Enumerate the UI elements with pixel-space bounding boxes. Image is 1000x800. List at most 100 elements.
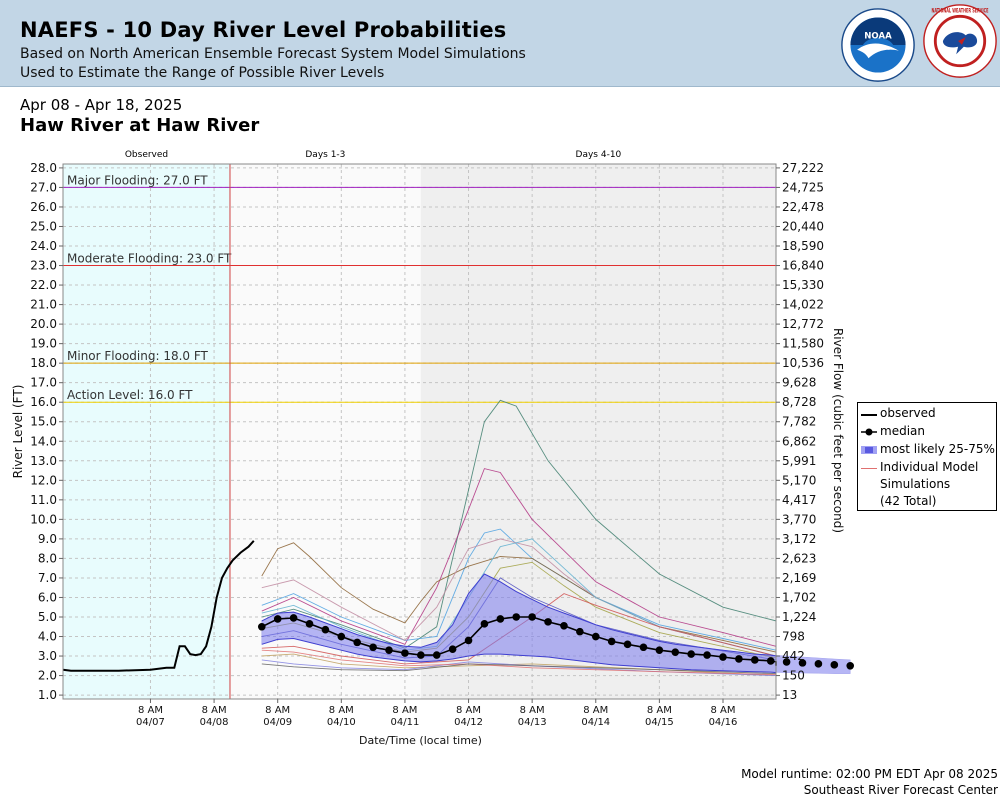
flow-tick-label: 8,728 bbox=[782, 395, 816, 409]
forecast-center: Southeast River Forecast Center bbox=[803, 783, 998, 797]
date-range: Apr 08 - Apr 18, 2025 bbox=[20, 96, 183, 114]
median-point bbox=[687, 650, 695, 658]
legend-sim-label-2: Simulations bbox=[880, 477, 951, 491]
median-point bbox=[305, 620, 314, 628]
median-point bbox=[401, 649, 409, 657]
flow-tick-label: 16,840 bbox=[782, 259, 824, 273]
median-point bbox=[607, 637, 616, 646]
y-tick-label: 14.0 bbox=[30, 434, 57, 448]
median-point bbox=[273, 615, 282, 623]
y-tick-label: 11.0 bbox=[30, 493, 57, 507]
y-axis-title-left: River Level (FT) bbox=[11, 385, 25, 479]
y-tick-label: 17.0 bbox=[30, 376, 57, 390]
y-tick-label: 12.0 bbox=[30, 473, 57, 487]
header-banner: NAEFS - 10 Day River Level Probabilities… bbox=[0, 0, 1000, 87]
x-tick-time-label: 8 AM bbox=[520, 705, 545, 716]
noaa-logo-icon: NOAA bbox=[841, 8, 915, 82]
flow-tick-label: 5,170 bbox=[782, 473, 816, 487]
page-title: NAEFS - 10 Day River Level Probabilities bbox=[20, 18, 507, 42]
x-tick-time-label: 8 AM bbox=[138, 705, 163, 716]
median-point bbox=[766, 657, 775, 665]
x-tick-time-label: 8 AM bbox=[329, 705, 354, 716]
y-tick-label: 18.0 bbox=[30, 356, 57, 370]
region-observed bbox=[63, 164, 230, 699]
median-point bbox=[385, 646, 393, 654]
median-point bbox=[814, 660, 823, 668]
y-tick-label: 24.0 bbox=[30, 239, 57, 253]
flow-tick-label: 4,417 bbox=[782, 493, 816, 507]
threshold-label: Moderate Flooding: 23.0 FT bbox=[67, 252, 232, 266]
legend-sim-label-3: (42 Total) bbox=[880, 494, 937, 508]
simulation-line bbox=[261, 468, 777, 647]
plot-frame bbox=[62, 163, 777, 700]
flood-thresholds: Major Flooding: 27.0 FT Moderate Flooding… bbox=[63, 164, 776, 699]
y-tick-label: 6.0 bbox=[38, 590, 57, 604]
median-point bbox=[735, 655, 743, 663]
x-tick-time-label: 8 AM bbox=[265, 705, 290, 716]
flow-tick-label: 14,022 bbox=[782, 298, 824, 312]
median-point bbox=[719, 653, 727, 661]
flow-tick-label: 1,224 bbox=[782, 610, 816, 624]
flow-tick-label: 2,623 bbox=[782, 551, 816, 565]
median-point bbox=[337, 632, 346, 641]
x-tick-date-label: 04/10 bbox=[327, 717, 356, 728]
x-tick-date-label: 04/11 bbox=[391, 717, 420, 728]
legend-likely-swatch bbox=[861, 446, 877, 454]
x-tick-date-label: 04/13 bbox=[518, 717, 547, 728]
region-days-1-3 bbox=[229, 164, 421, 699]
x-tick-date-label: 04/09 bbox=[263, 717, 292, 728]
x-axis-title: Date/Time (local time) bbox=[359, 734, 482, 747]
observed-line bbox=[62, 540, 255, 672]
y-tick-label: 10.0 bbox=[30, 512, 57, 526]
y-tick-label: 28.0 bbox=[30, 161, 57, 175]
x-tick-time-label: 8 AM bbox=[583, 705, 608, 716]
legend-observed-label: observed bbox=[880, 406, 936, 420]
median-point bbox=[798, 659, 807, 667]
y-tick-label: 20.0 bbox=[30, 317, 57, 331]
flow-tick-label: 442 bbox=[782, 649, 805, 663]
x-tick-date-label: 04/15 bbox=[645, 717, 674, 728]
flow-tick-label: 22,478 bbox=[782, 200, 824, 214]
y-tick-label: 22.0 bbox=[30, 278, 57, 292]
y-tick-label: 16.0 bbox=[30, 395, 57, 409]
x-tick-time-label: 8 AM bbox=[710, 705, 735, 716]
observed-series bbox=[62, 540, 255, 672]
x-tick-date-label: 04/14 bbox=[581, 717, 610, 728]
median-point bbox=[703, 651, 711, 659]
legend-item-observed: observed bbox=[858, 406, 996, 422]
y-tick-label: 7.0 bbox=[38, 571, 57, 585]
likely-band-lower bbox=[261, 637, 777, 674]
flow-tick-label: 18,590 bbox=[782, 239, 824, 253]
flow-tick-label: 13 bbox=[782, 688, 797, 702]
y-tick-label: 21.0 bbox=[30, 298, 57, 312]
flow-tick-label: 1,702 bbox=[782, 590, 816, 604]
median-point bbox=[496, 615, 505, 623]
y-tick-label: 3.0 bbox=[38, 649, 57, 663]
y-tick-label: 26.0 bbox=[30, 200, 57, 214]
x-tick-time-label: 8 AM bbox=[456, 705, 481, 716]
flow-tick-label: 10,536 bbox=[782, 356, 824, 370]
page-subtitle-2: Used to Estimate the Range of Possible R… bbox=[20, 65, 385, 81]
model-runtime: Model runtime: 02:00 PM EDT Apr 08 2025 bbox=[741, 767, 998, 781]
page-subtitle-1: Based on North American Ensemble Forecas… bbox=[20, 46, 526, 62]
legend-likely-label: most likely 25-75% bbox=[880, 442, 995, 456]
flow-tick-label: 3,770 bbox=[782, 512, 816, 526]
median-point bbox=[576, 627, 584, 636]
median-point bbox=[321, 625, 330, 634]
x-tick-time-label: 8 AM bbox=[647, 705, 672, 716]
legend-observed-swatch bbox=[861, 414, 877, 416]
flow-tick-label: 6,862 bbox=[782, 434, 816, 448]
threshold-label: Major Flooding: 27.0 FT bbox=[67, 173, 208, 187]
y-tick-label: 13.0 bbox=[30, 454, 57, 468]
y-axis-title-right: River Flow (cubic feet per second) bbox=[831, 328, 845, 533]
flow-tick-label: 9,628 bbox=[782, 376, 816, 390]
flow-tick-label: 2,169 bbox=[782, 571, 816, 585]
station-name: Haw River at Haw River bbox=[20, 115, 260, 136]
threshold-label: Action Level: 16.0 FT bbox=[67, 388, 193, 402]
legend-median-swatch bbox=[861, 428, 877, 436]
simulation-line bbox=[261, 528, 777, 651]
median-point bbox=[846, 662, 855, 670]
x-tick-time-label: 8 AM bbox=[202, 705, 227, 716]
y-tick-label: 15.0 bbox=[30, 415, 57, 429]
flow-tick-label: 150 bbox=[782, 669, 805, 683]
